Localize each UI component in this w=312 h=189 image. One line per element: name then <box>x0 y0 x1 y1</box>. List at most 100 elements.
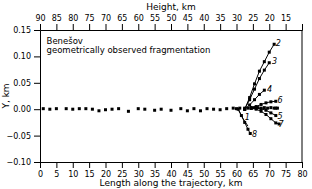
tick: 30 <box>134 162 144 179</box>
y-axis: −0.10−0.050.000.050.100.15 <box>6 26 40 167</box>
point <box>258 77 261 80</box>
point <box>253 98 256 101</box>
tick-mark <box>220 24 221 30</box>
tick-mark <box>34 56 40 57</box>
point <box>212 108 215 111</box>
point <box>248 103 251 106</box>
tick-mark <box>56 24 57 30</box>
tick-mark <box>40 24 41 30</box>
tick-label: 65 <box>117 14 127 23</box>
point <box>127 110 130 113</box>
tick-label: 85 <box>52 14 62 23</box>
point <box>179 107 182 110</box>
tick-label: 80 <box>68 14 78 23</box>
series <box>250 100 278 110</box>
point <box>232 107 235 110</box>
tick-label: 5 <box>54 170 59 179</box>
point <box>160 108 163 111</box>
tick-mark <box>286 162 287 168</box>
plot: 05101520253035404550556065707580−0.10−0.… <box>6 14 307 179</box>
tick: 60 <box>232 162 242 179</box>
tick: 50 <box>199 162 209 179</box>
tick-label: −0.05 <box>6 132 31 141</box>
tick-label: 0.10 <box>13 52 31 61</box>
point <box>263 69 266 72</box>
tick-mark <box>122 162 123 168</box>
marks <box>42 43 281 135</box>
tick-mark <box>237 24 238 30</box>
tick: 90 <box>35 14 45 30</box>
annotations: 12345678Benešovgeometrically observed fr… <box>47 36 285 139</box>
tick-label: 65 <box>248 170 258 179</box>
tick: 0.00 <box>13 105 40 114</box>
tick-mark <box>286 24 287 30</box>
tick: 65 <box>117 14 127 30</box>
tick: 40 <box>199 14 209 30</box>
point <box>248 98 251 101</box>
tick: 20 <box>265 14 275 30</box>
tick: 10 <box>68 162 78 179</box>
tick: 25 <box>117 162 127 179</box>
tick-mark <box>302 162 303 168</box>
tick-label: 30 <box>232 14 242 23</box>
point <box>269 111 272 114</box>
point <box>78 107 81 110</box>
point <box>219 108 222 111</box>
fragment-line <box>245 44 274 109</box>
fragment-line <box>238 109 250 133</box>
tick-mark <box>138 162 139 168</box>
tick: 65 <box>248 162 258 179</box>
point <box>65 107 68 110</box>
y-axis-title: Y, km <box>1 83 11 109</box>
tick: 45 <box>183 14 193 30</box>
series <box>243 43 275 111</box>
tick: 40 <box>166 162 176 179</box>
tick-mark <box>187 162 188 168</box>
tick-label: 0.00 <box>13 105 31 114</box>
point <box>48 108 51 111</box>
tick-label: 70 <box>265 170 275 179</box>
tick: 0.10 <box>13 52 40 61</box>
tick-mark <box>187 24 188 30</box>
tick: 80 <box>68 14 78 30</box>
point <box>143 108 146 111</box>
tick-label: 40 <box>199 14 209 23</box>
tick-mark <box>204 162 205 168</box>
x2-axis-line <box>41 24 303 31</box>
point <box>260 110 263 113</box>
tick-label: 80 <box>297 170 307 179</box>
tick-mark <box>171 162 172 168</box>
point <box>250 106 253 109</box>
tick: 85 <box>52 14 62 30</box>
point <box>269 117 272 120</box>
tick: 35 <box>150 162 160 179</box>
tick-mark <box>138 24 139 30</box>
tick: 15 <box>281 14 291 30</box>
tick: −0.05 <box>6 132 40 141</box>
tick-mark <box>269 162 270 168</box>
chart: 05101520253035404550556065707580−0.10−0.… <box>0 0 312 189</box>
point <box>117 107 120 110</box>
fragment-label: 3 <box>272 57 277 66</box>
fragment-line <box>245 63 270 109</box>
tick: 60 <box>134 14 144 30</box>
frame-right <box>302 30 303 162</box>
x-axis: 05101520253035404550556065707580 <box>38 162 308 179</box>
tick-mark <box>155 24 156 30</box>
tick-label: 70 <box>101 14 111 23</box>
fragment-line <box>245 90 265 109</box>
point <box>268 61 271 64</box>
point <box>153 109 156 112</box>
tick-mark <box>34 83 40 84</box>
x2-axis-title: Height, km <box>146 2 195 12</box>
tick: 55 <box>150 14 160 30</box>
tick: 15 <box>85 162 95 179</box>
tick: 0.05 <box>13 79 40 88</box>
point <box>137 107 140 110</box>
x-axis-title: Length along the trajectory, km <box>100 178 243 188</box>
series <box>250 107 281 126</box>
x2-axis: 90858075706560555045403530252015 <box>35 14 302 31</box>
point <box>253 82 256 85</box>
point <box>199 109 202 112</box>
tick-mark <box>253 24 254 30</box>
